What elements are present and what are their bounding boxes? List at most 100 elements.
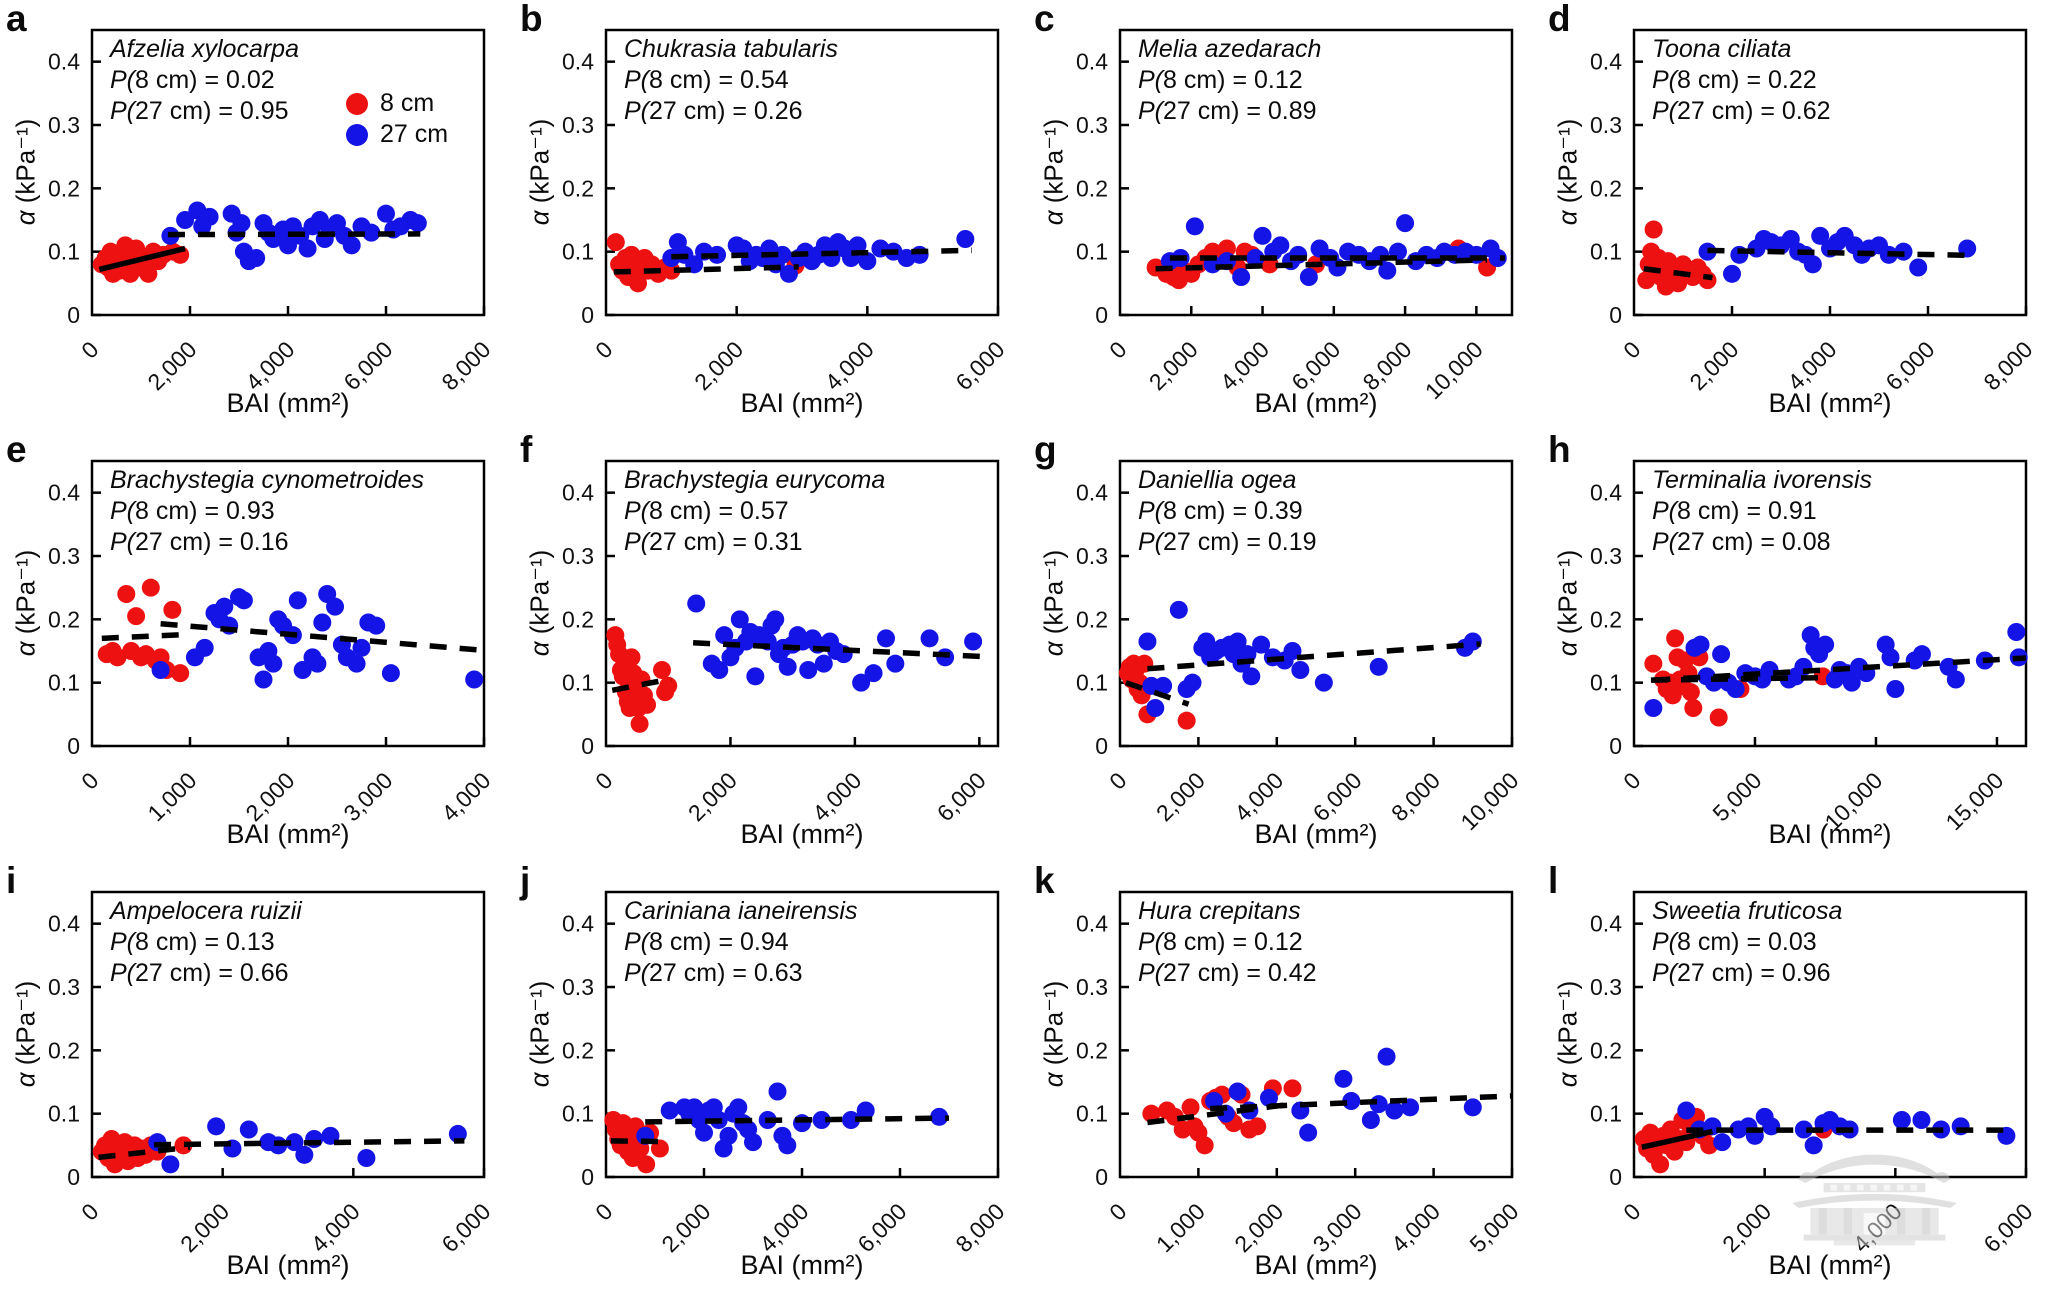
x-axis-label: BAI (mm²) [740,388,864,418]
svg-text:0.3: 0.3 [1590,112,1622,138]
svg-text:0.2: 0.2 [48,175,80,201]
y-axis-label: α (kPa⁻¹) [10,549,41,657]
panel-a: a α (kPa⁻¹) 0 0.1 0.2 0.3 0.4 0 2,000 4,000 6,00… [0,0,514,431]
svg-text:0.2: 0.2 [1076,606,1108,632]
panel-annotation: Daniellia ogea P(8 cm) = 0.39 P(27 cm) =… [1138,465,1317,558]
x-axis-label: BAI (mm²) [1768,819,1892,849]
svg-text:0.3: 0.3 [1076,974,1108,1000]
x-axis-label: BAI (mm²) [740,1250,864,1280]
svg-text:0.2: 0.2 [562,1037,594,1063]
panel-annotation: Terminalia ivorensis P(8 cm) = 0.91 P(27… [1652,465,1872,558]
svg-text:0.4: 0.4 [48,911,80,937]
svg-text:0.1: 0.1 [1590,239,1622,265]
panel-letter-k: k [1034,860,1055,901]
svg-text:1,000: 1,000 [142,767,201,826]
panel-letter-i: i [6,860,17,901]
panel-annotation: Brachystegia eurycoma P(8 cm) = 0.57 P(2… [624,465,885,558]
svg-text:5,000: 5,000 [1464,1198,1523,1257]
panel-annotation: Ampelocera ruizii P(8 cm) = 0.13 P(27 cm… [110,896,302,989]
svg-text:0: 0 [67,733,80,759]
p-value-8cm: P(8 cm) = 0.02 [110,66,275,94]
svg-text:2,000: 2,000 [1684,336,1743,395]
y-axis-label: α (kPa⁻¹) [1038,980,1069,1088]
svg-text:6,000: 6,000 [1308,767,1367,826]
svg-text:8,000: 8,000 [436,336,495,395]
panel-annotation: Chukrasia tabularis P(8 cm) = 0.54 P(27 … [624,34,838,127]
legend-item-8cm: 8 cm [346,88,448,119]
scatter-plot-h: 00.10.20.30.40 5,000 10,000 15,000 [1590,459,2028,835]
svg-text:6,000: 6,000 [1286,336,1345,395]
y-axis-label: α (kPa⁻¹) [1552,549,1583,657]
species-name: Terminalia ivorensis [1652,466,1872,494]
svg-text:0: 0 [581,1164,594,1190]
p-value-8cm: P(8 cm) = 0.22 [1652,66,1817,94]
legend-item-27cm: 27 cm [346,119,448,150]
svg-text:0: 0 [67,1164,80,1190]
svg-text:8,000: 8,000 [1358,336,1417,395]
svg-text:6,000: 6,000 [1880,336,1939,395]
panel-d: d α (kPa⁻¹) 0 0.1 0.2 0.3 0.4 0 2,000 4,000 6,00… [1542,0,2056,431]
svg-text:2,000: 2,000 [142,336,201,395]
y-axis-label: α (kPa⁻¹) [10,980,41,1088]
p-value-8cm: P(8 cm) = 0.12 [1138,928,1303,956]
x-axis-label: BAI (mm²) [1768,1250,1892,1280]
svg-text:8,000: 8,000 [1386,767,1445,826]
svg-text:0.3: 0.3 [562,543,594,569]
svg-text:0.3: 0.3 [562,112,594,138]
svg-text:2,000: 2,000 [656,1198,715,1257]
svg-text:0.4: 0.4 [562,49,594,75]
p-value-8cm: P(8 cm) = 0.13 [110,928,275,956]
scatter-plot-c: 0 0.1 0.2 0.3 0.4 0 2,000 4,000 6,000 8,000 10,000 [1076,28,1514,404]
svg-text:0: 0 [1104,767,1131,794]
y-axis-label: α (kPa⁻¹) [524,118,555,226]
x-axis-label: BAI (mm²) [1254,1250,1378,1280]
svg-text:8,000: 8,000 [1978,336,2037,395]
svg-text:0: 0 [1095,1164,1108,1190]
svg-text:6,000: 6,000 [932,767,991,826]
x-axis-label: BAI (mm²) [1254,819,1378,849]
p-value-27cm: P(27 cm) = 0.42 [1138,959,1317,987]
svg-text:0.3: 0.3 [48,543,80,569]
p-value-8cm: P(8 cm) = 0.39 [1138,497,1303,525]
svg-text:0.1: 0.1 [1076,239,1108,265]
svg-text:0.1: 0.1 [48,239,80,265]
species-name: Melia azedarach [1138,35,1322,63]
p-value-27cm: P(27 cm) = 0.08 [1652,528,1831,556]
x-axis-label: BAI (mm²) [226,388,350,418]
svg-text:2,000: 2,000 [1151,767,1210,826]
svg-text:2,000: 2,000 [689,336,748,395]
svg-text:0.3: 0.3 [48,112,80,138]
svg-text:0: 0 [1609,302,1622,328]
svg-text:0.1: 0.1 [1590,670,1622,696]
svg-text:4,000: 4,000 [436,767,495,826]
y-axis-label: α (kPa⁻¹) [1038,549,1069,657]
scatter-plot-j: 0 0.1 0.2 0.3 0.4 0 2,000 4,000 6,000 8,000 [562,890,1010,1257]
svg-text:0.2: 0.2 [562,175,594,201]
panel-k: k α (kPa⁻¹) 0 0.1 0.2 0.3 0.4 0 1,000 2,000 3,00… [1028,860,1542,1293]
svg-text:6,000: 6,000 [950,336,1009,395]
svg-text:0: 0 [1609,733,1622,759]
svg-text:0.4: 0.4 [48,480,80,506]
x-axis-label: BAI (mm²) [1254,388,1378,418]
panel-letter-b: b [520,0,543,39]
x-axis-label: BAI (mm²) [226,1250,350,1280]
p-value-8cm: P(8 cm) = 0.91 [1652,497,1817,525]
panel-letter-a: a [6,0,27,39]
panel-annotation: Brachystegia cynometroides P(8 cm) = 0.9… [110,465,424,558]
svg-text:0: 0 [1618,336,1645,363]
panel-letter-j: j [520,860,531,901]
svg-text:4,000: 4,000 [1215,336,1274,395]
panel-b: b α (kPa⁻¹) 0 0.1 0.2 0.3 0.4 0 2,000 4,000 6,00… [514,0,1028,431]
svg-text:0: 0 [76,767,103,794]
p-value-8cm: P(8 cm) = 0.93 [110,497,275,525]
svg-text:4,000: 4,000 [306,1198,365,1257]
panel-letter-g: g [1034,429,1057,470]
svg-text:1,000: 1,000 [1151,1198,1210,1257]
svg-text:4,000: 4,000 [1229,767,1288,826]
svg-text:4,000: 4,000 [820,336,879,395]
species-name: Cariniana ianeirensis [624,897,858,925]
y-axis-label: α (kPa⁻¹) [1038,118,1069,226]
panel-letter-h: h [1548,429,1571,470]
scatter-plot-a: 0 0.1 0.2 0.3 0.4 0 2,000 4,000 6,000 8,000 [48,28,496,395]
svg-text:0.4: 0.4 [1590,480,1622,506]
